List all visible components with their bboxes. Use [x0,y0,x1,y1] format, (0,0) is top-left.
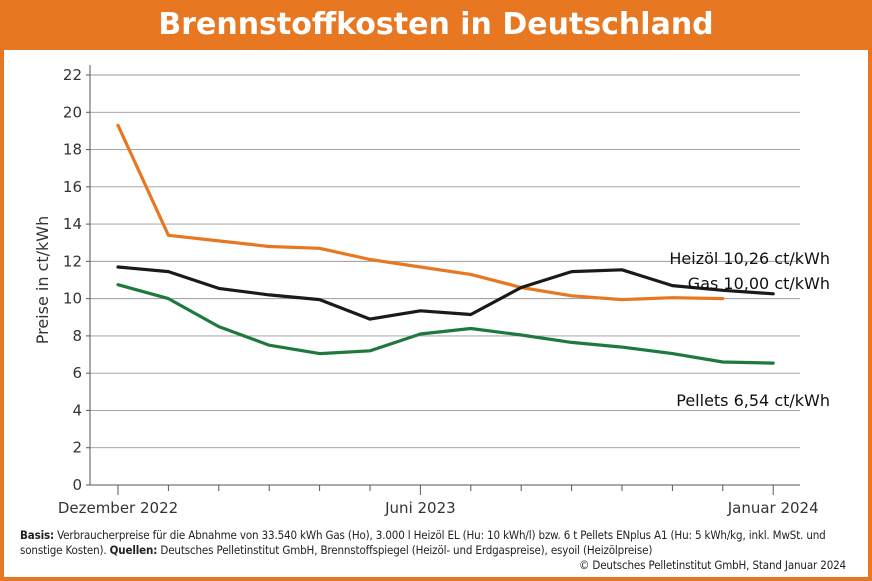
copyright-text: © Deutsches Pelletinstitut GmbH, Stand J… [579,558,846,572]
line-chart: 0 2 4 6 8 10 12 14 16 18 20 22 Dezember 2022 Juni 202… [33,65,830,517]
y-tick-label: 6 [72,364,82,382]
x-tick-label: Dezember 2022 [58,499,178,517]
y-tick-label: 22 [63,66,82,84]
y-tick-label: 18 [63,141,82,159]
x-tick-label: Januar 2024 [727,499,819,517]
y-tick-label: 16 [63,178,82,196]
axes [86,65,800,495]
annotation-pellets: Pellets 6,54 ct/kWh [676,391,830,410]
basis-label: Basis: [20,528,54,542]
series-line-gas [116,123,725,302]
x-tick-label: Juni 2023 [384,499,456,517]
annotation-gas: Gas 10,00 ct/kWh [688,274,830,293]
y-tick-label: 4 [72,401,82,419]
series-lines [116,123,775,365]
labels: 0 2 4 6 8 10 12 14 16 18 20 22 Dezember 2022 Juni 202… [33,66,830,517]
grid-lines [90,74,800,449]
y-tick-label: 10 [63,290,82,308]
basis-text: Verbraucherpreise für die Abnahme von 33… [20,528,826,557]
footer-note: Basis: Verbraucherpreise für die Abnahme… [20,528,846,573]
series-line-pellets [116,283,775,365]
chart-title: Brennstoffkosten in Deutschland [0,0,872,50]
y-tick-label: 12 [63,252,82,270]
y-tick-label: 8 [72,327,82,345]
y-tick-label: 2 [72,439,82,457]
quellen-text: Deutsches Pelletinstitut GmbH, Brennstof… [160,543,653,557]
annotation-heizl: Heizöl 10,26 ct/kWh [669,249,830,268]
series-line-heizl [116,265,775,321]
y-tick-label: 20 [63,103,82,121]
y-axis-label: Preise in ct/kWh [33,216,52,345]
y-tick-label: 0 [72,476,82,494]
y-tick-label: 14 [63,215,82,233]
quellen-label: Quellen: [109,543,158,557]
